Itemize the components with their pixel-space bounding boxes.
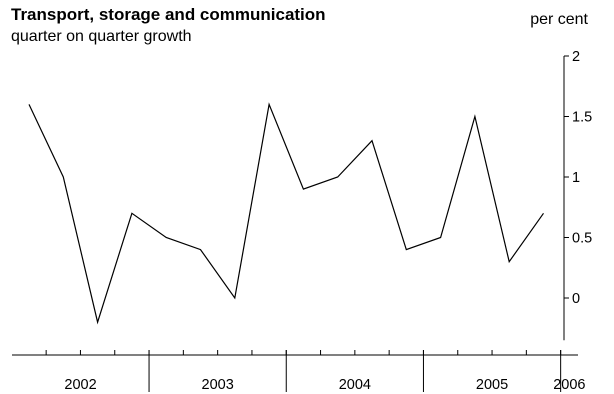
data-point — [28, 103, 31, 106]
y-tick-label: 1 — [572, 170, 580, 186]
data-point — [473, 115, 476, 118]
y-tick-label: 0 — [572, 291, 580, 307]
y-tick-label: 1.5 — [572, 110, 592, 126]
y-tick-label: 0.5 — [572, 231, 592, 247]
data-point — [508, 260, 511, 263]
data-point — [233, 297, 236, 300]
data-point — [439, 236, 442, 239]
data-line-series — [28, 102, 544, 325]
data-point — [96, 321, 99, 324]
chart-title: Transport, storage and communication — [11, 5, 326, 24]
data-point — [199, 248, 202, 251]
data-point — [130, 212, 133, 215]
data-point — [302, 188, 305, 191]
data-point — [268, 103, 271, 106]
data-point — [405, 248, 408, 251]
x-year-label: 2006 — [553, 377, 585, 393]
x-year-label: 2002 — [64, 377, 96, 393]
x-year-label: 2003 — [202, 377, 234, 393]
data-point — [165, 236, 168, 239]
data-point — [62, 176, 65, 179]
data-point — [371, 139, 374, 142]
data-point — [542, 212, 545, 215]
y-tick-label: 2 — [572, 49, 580, 65]
chart-subtitle: quarter on quarter growth — [11, 28, 192, 45]
x-year-label: 2004 — [339, 377, 371, 393]
y-axis-unit-label: per cent — [530, 11, 588, 28]
data-point — [336, 176, 339, 179]
x-year-label: 2005 — [476, 377, 508, 393]
